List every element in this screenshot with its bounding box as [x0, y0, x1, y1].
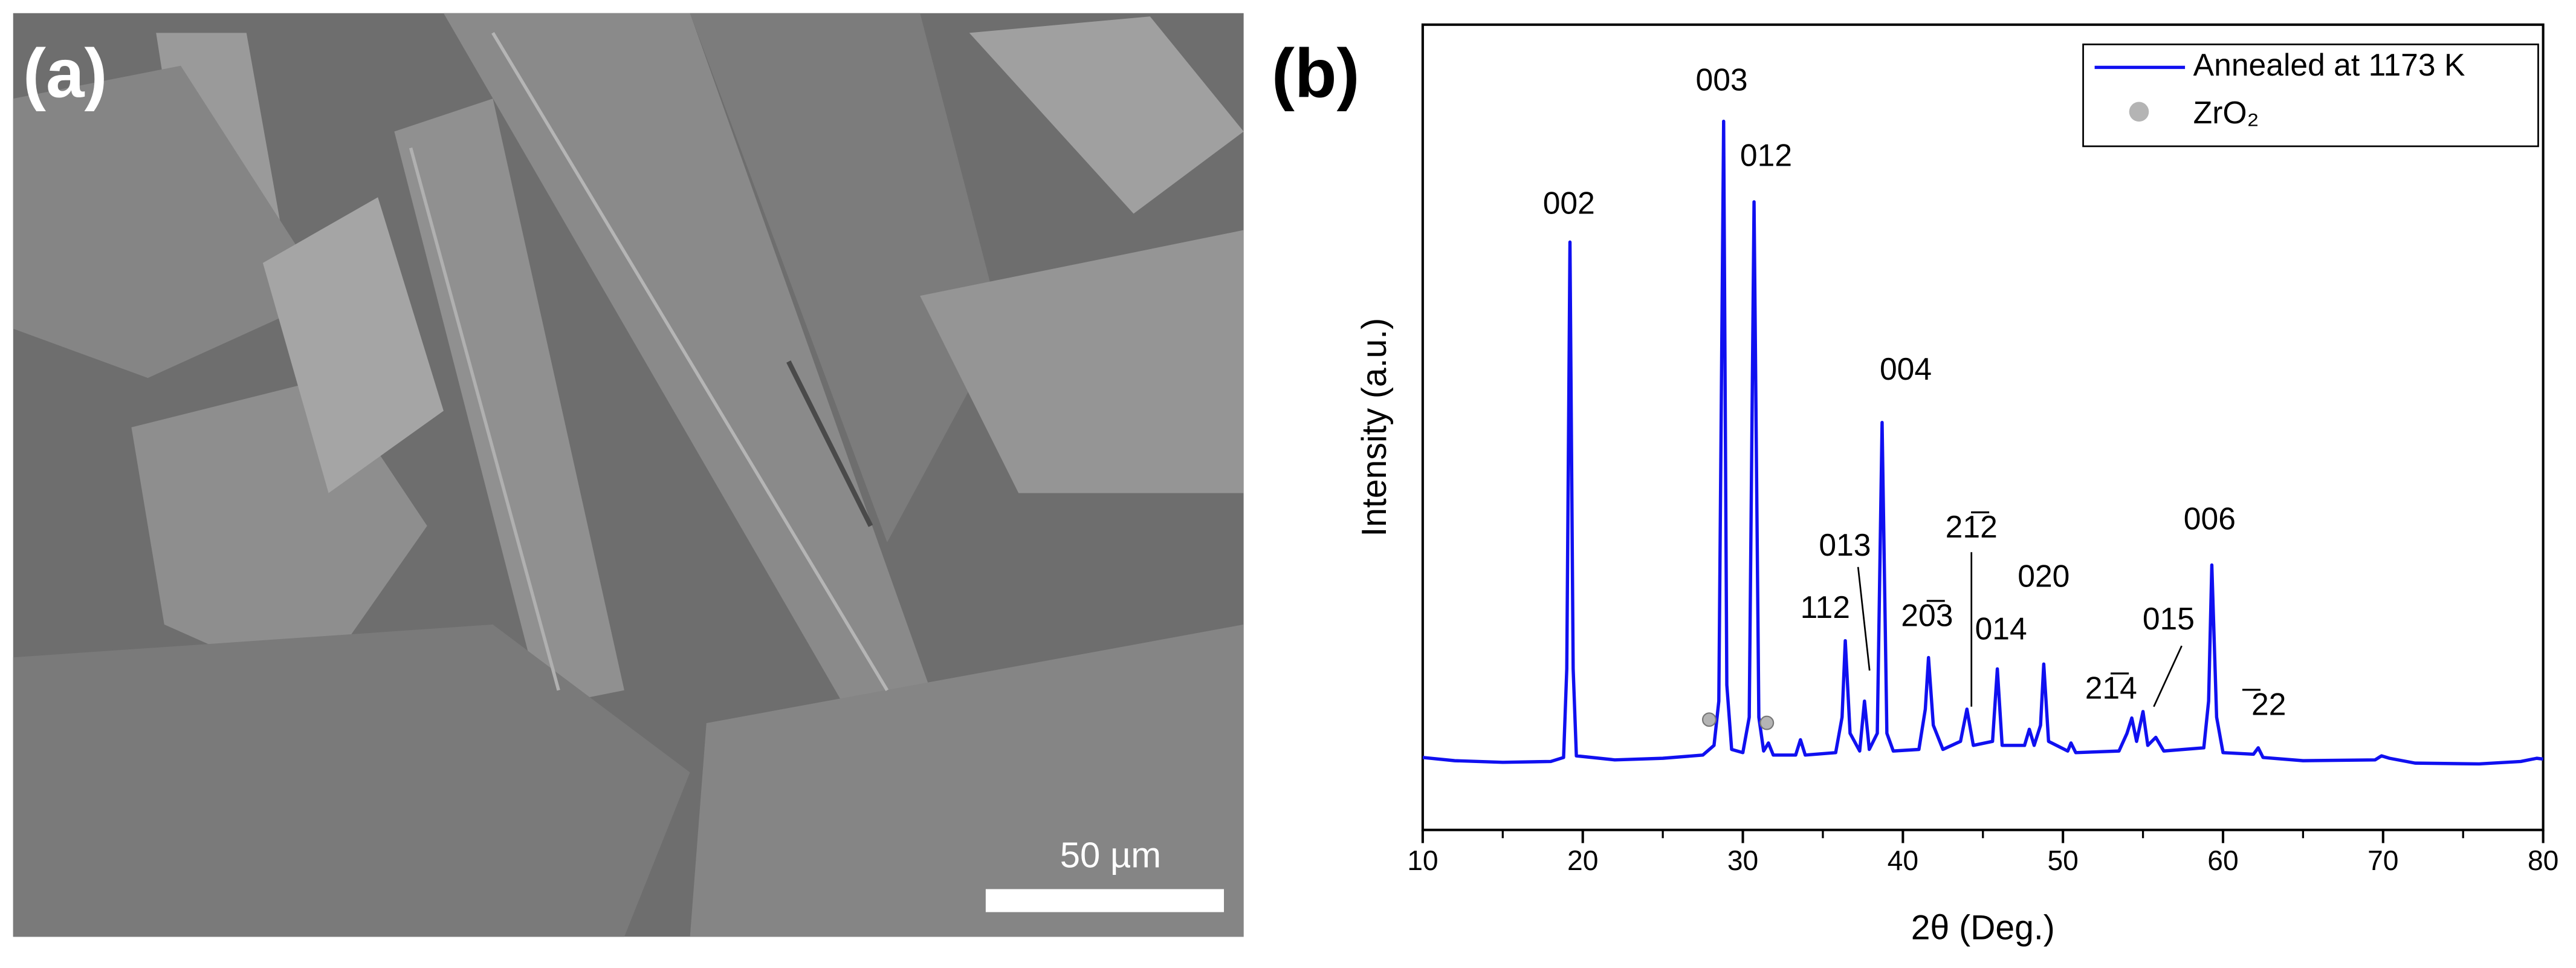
x-tick-label: 40 — [1888, 845, 1918, 876]
marker — [1759, 715, 1775, 730]
sem-edge — [786, 360, 873, 527]
sem-texture — [443, 13, 937, 723]
sem-texture — [394, 99, 624, 707]
peak-label: 020 — [2018, 558, 2070, 593]
peak-label: 015 — [2143, 601, 2195, 636]
peak-label: 004 — [1880, 351, 1932, 386]
sem-texture — [13, 624, 690, 937]
peak-label: 20̅3 — [1901, 598, 1953, 633]
x-tick-label: 50 — [2047, 845, 2078, 876]
panel-label: (a) — [23, 36, 108, 112]
x-axis-label: 2θ (Deg.) — [1911, 909, 2055, 947]
scale-bar — [985, 889, 1224, 912]
scale-bar-label: 50 µm — [1060, 835, 1161, 875]
peak-label: 21̅4 — [2085, 670, 2137, 705]
sem-texture — [920, 230, 1244, 493]
legend-label: ZrO₂ — [2193, 95, 2259, 130]
x-tick-label: 10 — [1407, 845, 1438, 876]
x-tick-label: 60 — [2207, 845, 2238, 876]
y-axis-label: Intensity (a.u.) — [1355, 318, 1394, 537]
sem-texture — [969, 16, 1244, 214]
x-tick-label: 70 — [2367, 845, 2398, 876]
peak-label: 21̅2 — [1946, 509, 1998, 544]
peak-label: 003 — [1696, 62, 1748, 97]
leader-line — [2153, 645, 2183, 707]
peak-label: 013 — [1819, 527, 1871, 562]
peak-label: 002 — [1543, 185, 1595, 220]
panel-label: (b) — [1272, 36, 1360, 112]
peak-label: 006 — [2184, 501, 2236, 536]
sem-image: 50 µm (a) — [13, 13, 1244, 937]
legend-label: Annealed at 1173 K — [2193, 47, 2465, 82]
peak-label: 112 — [1801, 590, 1850, 625]
x-tick-label: 20 — [1567, 845, 1598, 876]
leader-line — [1857, 567, 1871, 671]
legend-marker — [2129, 102, 2149, 122]
sem-edge — [409, 147, 560, 691]
sem-edge — [491, 31, 889, 692]
sem-texture — [690, 13, 1003, 542]
sem-texture — [13, 65, 329, 378]
peak-label: 014 — [1975, 611, 2027, 646]
data-line — [1422, 119, 2543, 766]
sem-texture — [262, 197, 444, 493]
marker — [1701, 712, 1717, 727]
x-tick-label: 30 — [1727, 845, 1758, 876]
peak-label: 012 — [1740, 138, 1792, 173]
peak-label: ̅22 — [2242, 686, 2286, 721]
legend-box — [2082, 44, 2539, 148]
sem-texture — [690, 624, 1244, 937]
x-tick-label: 80 — [2528, 845, 2558, 876]
